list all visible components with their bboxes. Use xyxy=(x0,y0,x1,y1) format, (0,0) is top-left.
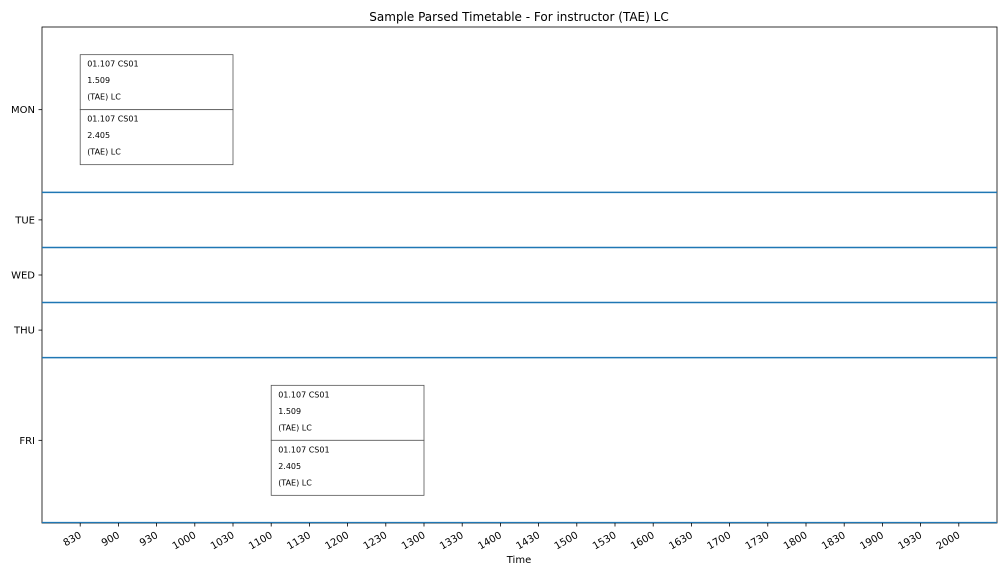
x-tick-label-1000: 1000 xyxy=(171,530,199,552)
y-tick-label-mon: MON xyxy=(11,105,35,116)
x-tick-label-2000: 2000 xyxy=(935,530,963,552)
x-tick-label-1830: 1830 xyxy=(820,530,848,552)
x-tick-label-1900: 1900 xyxy=(858,530,886,552)
event-line-3: (TAE) LC xyxy=(87,93,121,102)
x-tick-label-1300: 1300 xyxy=(400,530,428,552)
x-tick-label-830: 830 xyxy=(62,530,84,549)
event-line-3: (TAE) LC xyxy=(278,478,312,487)
event-boxes: 01.107 CS01 1.509 (TAE) LC 01.107 CS01 2.405… xyxy=(79,54,425,496)
event-box: 01.107 CS01 1.509 (TAE) LC xyxy=(270,384,425,441)
x-tick-label-900: 900 xyxy=(100,530,122,549)
x-tick-label-1100: 1100 xyxy=(247,530,275,552)
x-axis: 830 900 930 1000 1030 1100 1130 1200 1230 1300 133… xyxy=(62,523,963,552)
y-tick-label-fri: FRI xyxy=(19,436,35,447)
event-line-2: 2.405 xyxy=(87,131,110,140)
x-tick-label-1400: 1400 xyxy=(476,530,504,552)
y-tick-label-tue: TUE xyxy=(14,215,35,226)
y-axis: MON TUE WED THU FRI xyxy=(11,105,42,447)
event-box: 01.107 CS01 2.405 (TAE) LC xyxy=(79,109,234,166)
event-box: 01.107 CS01 2.405 (TAE) LC xyxy=(270,439,425,496)
x-tick-label-1700: 1700 xyxy=(706,530,734,552)
event-line-2: 1.509 xyxy=(87,76,110,85)
x-tick-label-1730: 1730 xyxy=(744,530,772,552)
day-dividers xyxy=(42,191,997,524)
event-line-1: 01.107 CS01 xyxy=(87,60,138,69)
event-line-1: 01.107 CS01 xyxy=(87,115,138,124)
event-box: 01.107 CS01 1.509 (TAE) LC xyxy=(79,54,234,111)
event-line-3: (TAE) LC xyxy=(278,423,312,432)
x-tick-label-1130: 1130 xyxy=(285,530,313,552)
event-box-border xyxy=(270,384,425,441)
x-axis-label: Time xyxy=(506,555,531,566)
y-tick-label-wed: WED xyxy=(11,271,35,282)
event-line-1: 01.107 CS01 xyxy=(278,445,329,454)
event-box-border xyxy=(270,439,425,496)
y-tick-label-thu: THU xyxy=(13,326,35,337)
event-line-2: 1.509 xyxy=(278,407,301,416)
x-tick-label-1530: 1530 xyxy=(591,530,619,552)
x-tick-label-1500: 1500 xyxy=(553,530,581,552)
event-box-border xyxy=(79,54,234,111)
event-line-1: 01.107 CS01 xyxy=(278,390,329,399)
x-tick-label-1430: 1430 xyxy=(515,530,543,552)
event-box-border xyxy=(79,109,234,166)
x-tick-label-1800: 1800 xyxy=(782,530,810,552)
event-line-2: 2.405 xyxy=(278,462,301,471)
x-tick-label-1600: 1600 xyxy=(629,530,657,552)
x-tick-label-1030: 1030 xyxy=(209,530,237,552)
chart-title: Sample Parsed Timetable - For instructor… xyxy=(369,10,668,24)
x-tick-label-1200: 1200 xyxy=(324,530,352,552)
x-tick-label-930: 930 xyxy=(138,530,160,549)
event-line-3: (TAE) LC xyxy=(87,148,121,157)
x-tick-label-1630: 1630 xyxy=(667,530,695,552)
x-tick-label-1930: 1930 xyxy=(897,530,925,552)
x-tick-label-1230: 1230 xyxy=(362,530,390,552)
x-tick-label-1330: 1330 xyxy=(438,530,466,552)
